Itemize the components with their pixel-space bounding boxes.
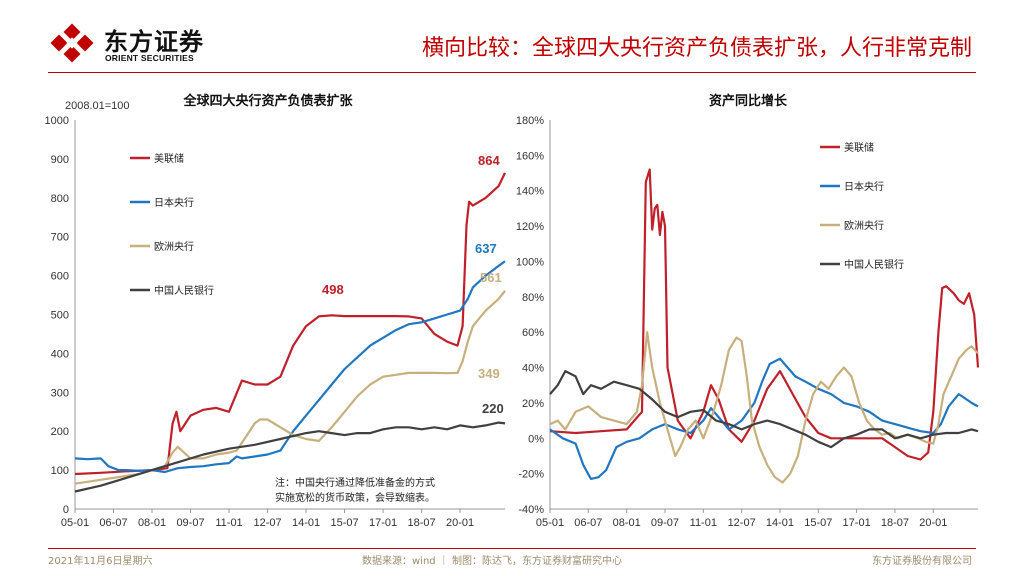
y-tick-label: 800: [51, 193, 69, 205]
data-label-3: 561: [480, 270, 502, 285]
logo-mark-icon: [50, 23, 94, 63]
y-tick-label: 200: [51, 426, 69, 438]
series-line-2: [74, 290, 506, 485]
y-tick-label: 600: [51, 271, 69, 283]
data-label-1: 498: [322, 282, 344, 297]
chart-title: 全球四大央行资产负债表扩张: [182, 93, 353, 109]
y-tick-label: 0: [63, 504, 69, 516]
footer-date: 2021年11月6日星期六: [48, 556, 153, 567]
data-label-4: 349: [478, 366, 500, 381]
page-title: 横向比较：全球四大央行资产负债表扩张，人行非常克制: [421, 36, 972, 61]
chart-title: 资产同比增长: [709, 93, 788, 109]
legend-label-3: 中国人民银行: [844, 258, 904, 271]
x-tick-label: 05-01: [536, 517, 564, 529]
series-line-3: [74, 421, 506, 493]
y-tick-label: 700: [51, 232, 69, 244]
x-tick-label: 14-01: [766, 517, 794, 529]
y-tick-label: -40%: [518, 504, 544, 516]
x-tick-label: 09-07: [651, 517, 679, 529]
y-tick-label: 500: [51, 310, 69, 322]
x-tick-label: 18-07: [407, 517, 435, 529]
y-tick-label: 1000: [45, 115, 69, 127]
header-divider: [48, 72, 976, 73]
x-tick-label: 20-01: [919, 517, 947, 529]
y-tick-label: 100: [51, 465, 69, 477]
series-line-2: [549, 331, 979, 484]
y-tick-label: 0%: [528, 433, 544, 445]
series-line-0: [549, 168, 980, 461]
chart-note-line-1: 实施宽松的货币政策，会导致缩表。: [275, 491, 435, 504]
y-tick-label: 160%: [516, 150, 544, 162]
y-tick-label: 180%: [516, 115, 544, 127]
y-tick-label: 100%: [516, 256, 544, 268]
series-line-0: [74, 172, 506, 476]
x-tick-label: 18-07: [881, 517, 909, 529]
y-tick-label: 900: [51, 154, 69, 166]
legend-label-1: 日本央行: [844, 180, 884, 193]
x-tick-label: 17-01: [843, 517, 871, 529]
data-label-0: 864: [478, 153, 500, 168]
x-tick-label: 09-07: [176, 517, 204, 529]
x-tick-label: 15-07: [330, 517, 358, 529]
x-tick-label: 06-07: [99, 517, 127, 529]
legend-label-0: 美联储: [844, 141, 874, 154]
company-logo: 东方证券 ORIENT SECURITIES: [50, 22, 250, 66]
series-line-1: [74, 260, 506, 474]
x-tick-label: 15-07: [804, 517, 832, 529]
x-tick-label: 06-07: [574, 517, 602, 529]
legend-label-2: 欧洲央行: [154, 240, 194, 253]
x-tick-label: 20-01: [446, 517, 474, 529]
data-label-5: 220: [482, 401, 504, 416]
x-tick-label: 05-01: [61, 517, 89, 529]
logo-english-name: ORIENT SECURITIES: [105, 53, 194, 63]
x-tick-label: 12-07: [253, 517, 281, 529]
y-tick-label: 400: [51, 348, 69, 360]
y-tick-label: 20%: [522, 398, 544, 410]
x-tick-label: 11-01: [690, 517, 717, 529]
y-tick-label: -20%: [518, 469, 544, 481]
y-tick-label: 140%: [516, 186, 544, 198]
y-tick-label: 80%: [522, 292, 544, 304]
y-axis-unit-label: 2008.01=100: [65, 100, 130, 112]
footer-source: 数据来源：wind ｜ 制图：陈达飞，东方证券财富研究中心: [362, 556, 622, 567]
x-tick-label: 11-01: [215, 517, 242, 529]
x-tick-label: 08-01: [613, 517, 641, 529]
footer-divider: [48, 548, 976, 549]
logo-chinese-name: 东方证券: [104, 28, 204, 56]
series-line-1: [549, 357, 979, 480]
y-tick-label: 60%: [522, 327, 544, 339]
series-line-3: [549, 370, 979, 449]
footer-company: 东方证券股份有限公司: [872, 556, 972, 567]
right-chart-asset-growth: 资产同比增长 -40% -20% 0% 20% 40% 60% 80% 100% 120% 140%…: [516, 93, 980, 529]
x-tick-label: 08-01: [138, 517, 166, 529]
x-tick-label: 17-01: [369, 517, 397, 529]
legend-label-1: 日本央行: [154, 196, 194, 209]
data-label-2: 637: [475, 241, 497, 256]
y-tick-label: 120%: [516, 221, 544, 233]
legend-label-3: 中国人民银行: [154, 284, 214, 297]
x-tick-label: 12-07: [728, 517, 756, 529]
left-chart-balance-sheets: 全球四大央行资产负债表扩张 2008.01=100 0 100 200 300 400 500…: [45, 93, 506, 529]
y-tick-label: 300: [51, 387, 69, 399]
y-tick-label: 40%: [522, 363, 544, 375]
legend-label-2: 欧洲央行: [844, 219, 884, 232]
chart-note-line-0: 注：中国央行通过降低准备金的方式: [275, 476, 435, 489]
x-tick-label: 14-01: [292, 517, 320, 529]
legend-label-0: 美联储: [154, 152, 184, 165]
